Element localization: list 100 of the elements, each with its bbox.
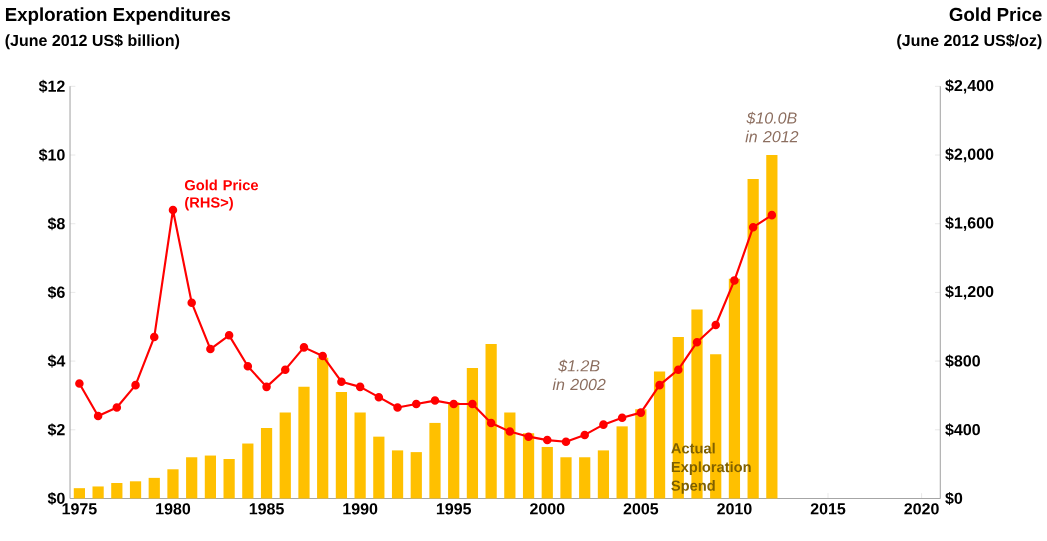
y-tick-label: $2 — [47, 423, 65, 437]
bar — [73, 487, 86, 499]
bar — [429, 422, 441, 499]
point — [224, 330, 234, 340]
bar — [373, 436, 385, 499]
point — [131, 380, 140, 390]
y2-tick-label: $0 — [945, 491, 963, 505]
bar — [410, 451, 422, 499]
point — [449, 399, 458, 409]
x-tick-label: 2020 — [904, 502, 939, 515]
y-tick-label: $4 — [47, 354, 66, 368]
point — [468, 399, 477, 409]
annotation: $10.0B in 2012 — [745, 111, 799, 143]
point — [149, 332, 159, 342]
x-tick-label: 2015 — [810, 502, 846, 515]
point — [767, 210, 777, 220]
point — [692, 337, 702, 347]
bar — [186, 457, 198, 499]
y2-tick-label: $1,200 — [945, 285, 994, 300]
bar — [242, 443, 254, 499]
point — [617, 413, 627, 422]
point — [262, 382, 271, 391]
point — [318, 351, 327, 360]
x-tick-label: 2000 — [530, 502, 565, 515]
text: (June 2012 US$ billion) — [5, 33, 180, 50]
point — [280, 365, 290, 374]
y-tick-label: $10 — [38, 148, 65, 162]
point — [393, 402, 402, 412]
point — [730, 275, 739, 285]
x-tick-label: 2010 — [717, 502, 752, 515]
point — [486, 418, 496, 427]
x-tick-label: 2005 — [623, 502, 659, 515]
point — [243, 361, 253, 371]
bar — [560, 457, 572, 499]
x-tick-label: 1980 — [156, 502, 191, 515]
point — [374, 392, 384, 402]
y2-tick-label: $1,600 — [945, 216, 994, 231]
series-label: Gold Price (RHS>) — [184, 179, 259, 211]
y-tick-label: $0 — [47, 491, 65, 505]
point — [505, 427, 515, 436]
x-tick-label: 1995 — [436, 502, 472, 515]
x-tick-label: 1975 — [62, 502, 97, 515]
point — [355, 382, 365, 391]
bar — [92, 486, 104, 499]
point — [299, 342, 309, 352]
text: (June 2012 US$/oz) — [897, 33, 1042, 50]
bar — [597, 450, 610, 499]
point — [580, 430, 589, 439]
point — [674, 365, 683, 374]
y2-tick-label: $800 — [945, 354, 980, 368]
bar — [167, 469, 179, 499]
y-tick-label: $8 — [47, 216, 65, 231]
y-tick-label: $12 — [38, 79, 65, 93]
bar — [485, 343, 497, 499]
bar — [391, 450, 404, 499]
bar — [223, 458, 235, 499]
x-tick-label: 1990 — [343, 502, 378, 515]
bar — [204, 455, 217, 499]
x-tick-label: 1985 — [249, 502, 284, 515]
point — [187, 298, 196, 307]
point — [75, 378, 84, 388]
point — [711, 320, 720, 330]
bar — [541, 446, 553, 499]
point — [655, 380, 664, 390]
bar — [279, 412, 291, 499]
point — [636, 408, 646, 417]
y-axis-title: Exploration Expenditures — [5, 7, 231, 25]
y2-axis-title: Gold Price — [949, 7, 1042, 21]
bar — [653, 371, 666, 499]
bar — [504, 412, 516, 499]
point — [412, 399, 421, 409]
bar — [354, 412, 366, 499]
point — [543, 435, 552, 445]
annotation: $1.2B in 2002 — [552, 359, 606, 390]
point — [112, 402, 122, 412]
bar — [766, 154, 778, 499]
bar — [579, 457, 591, 499]
point — [748, 222, 758, 232]
bar — [448, 402, 460, 499]
y2-tick-label: $2,000 — [945, 147, 994, 162]
bar — [298, 386, 310, 499]
point — [206, 344, 215, 354]
point — [93, 411, 103, 421]
y2-tick-label: $400 — [945, 423, 980, 437]
bar — [129, 481, 142, 499]
bar — [635, 408, 647, 499]
bar — [317, 357, 329, 499]
bar — [111, 482, 123, 499]
bar — [260, 427, 273, 499]
bar — [616, 426, 628, 499]
y2-tick-label: $2,400 — [945, 78, 994, 94]
point — [599, 420, 608, 429]
bar — [335, 391, 348, 499]
point — [561, 437, 571, 446]
bar — [148, 477, 160, 499]
point — [524, 432, 533, 441]
point — [337, 377, 346, 386]
point — [430, 396, 440, 405]
y-tick-label: $6 — [47, 285, 65, 299]
point — [168, 205, 178, 215]
